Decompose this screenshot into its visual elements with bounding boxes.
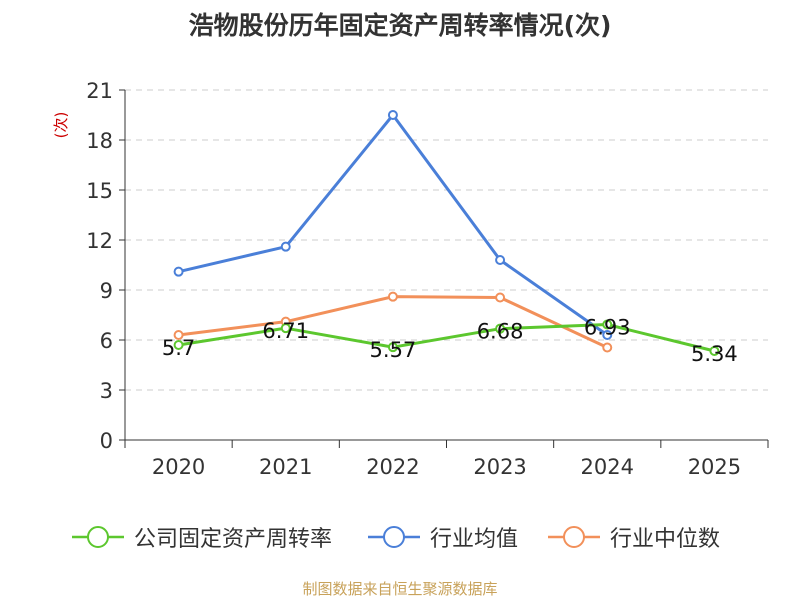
y-tick-label: 6 [100, 329, 113, 353]
legend-item[interactable]: 行业均值 [368, 519, 518, 555]
legend-label: 公司固定资产周转率 [134, 527, 333, 552]
data-point [387, 342, 398, 353]
source-note: 制图数据来自恒生聚源数据库 [302, 580, 498, 598]
series-line-0 [178, 323, 715, 353]
data-point [602, 319, 613, 330]
x-tick-label: 2022 [366, 455, 419, 479]
y-tick-label: 9 [100, 279, 113, 303]
data-point [280, 323, 291, 334]
legend-item[interactable]: 公司固定资产周转率 [72, 519, 332, 555]
x-tick-label: 2021 [259, 455, 312, 479]
y-tick-label: 18 [86, 129, 113, 153]
y-axis-label: (次) [52, 112, 70, 139]
data-point [173, 330, 184, 340]
data-label: 6.71 [262, 319, 309, 343]
y-tick-label: 15 [86, 179, 113, 203]
y-tick-label: 21 [86, 79, 113, 103]
legend-swatch-marker [383, 526, 405, 548]
data-label: 6.93 [584, 316, 631, 340]
legend-swatch-marker [87, 526, 109, 548]
legend-swatch [548, 526, 600, 548]
series-line-1 [178, 113, 609, 337]
data-point [280, 241, 291, 252]
chart-title: 浩物股份历年固定资产周转率情况(次) [188, 11, 612, 40]
data-point [173, 266, 184, 277]
series-lines [173, 110, 720, 356]
legend-label: 行业均值 [430, 527, 519, 552]
data-point [387, 291, 398, 302]
axes: 0 3 6 9 12 15 18 21 2020 2021 2022 2023 2024 2025 [86, 79, 769, 479]
data-point [495, 323, 506, 334]
legend-item[interactable]: 行业中位数 [548, 519, 720, 555]
data-point [602, 330, 613, 340]
data-label: 5.7 [162, 336, 195, 360]
x-tick-label: 2024 [581, 455, 634, 479]
y-tick-label: 12 [86, 229, 113, 253]
data-label: 5.34 [691, 342, 738, 366]
legend: 公司固定资产周转率 行业均值 行业中位数 [0, 519, 800, 555]
data-labels: 5.7 6.71 5.57 6.68 6.93 5.34 [162, 316, 738, 367]
grid-lines [125, 89, 768, 391]
x-tick-label: 2020 [152, 455, 205, 479]
data-label: 6.68 [477, 320, 524, 344]
y-tick-label: 0 [100, 429, 113, 453]
legend-swatch-marker [563, 526, 585, 548]
legend-swatch [72, 526, 124, 548]
legend-label: 行业中位数 [610, 527, 721, 552]
y-tick-label: 3 [100, 379, 113, 403]
data-point [709, 346, 720, 356]
x-tick-label: 2023 [473, 455, 526, 479]
legend-swatch [368, 526, 420, 548]
x-tick-label: 2025 [688, 455, 741, 479]
data-point [495, 255, 506, 265]
data-point [387, 110, 398, 120]
data-point [602, 342, 613, 353]
data-point [173, 340, 184, 350]
data-label: 5.57 [370, 338, 417, 362]
data-point [495, 292, 506, 303]
